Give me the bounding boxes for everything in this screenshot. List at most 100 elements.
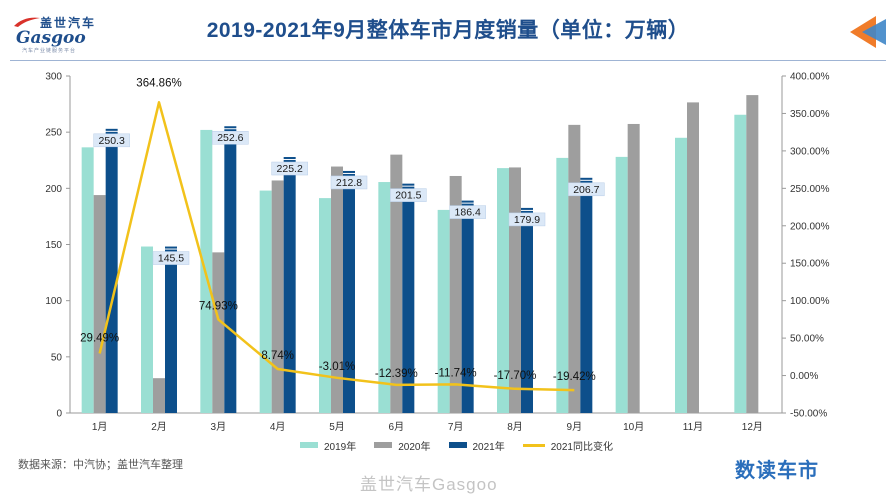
legend-item: 2021同比变化 xyxy=(522,438,613,453)
bar-2021-label-box xyxy=(390,188,427,202)
yoy-value-label: -3.01% xyxy=(319,361,355,373)
chart-legend: 2019年 2020年 2021年 2021同比变化 xyxy=(300,438,631,453)
legend-item: 2021年 xyxy=(448,438,505,453)
bar-2021年 xyxy=(402,186,415,413)
x-tick-label: 9月 xyxy=(567,421,583,433)
logo-en-text: Gasgoo xyxy=(16,28,86,48)
legend-swatch xyxy=(300,442,318,448)
y-right-tick-label: 0.00% xyxy=(790,371,818,382)
gasgoo-logo[interactable]: 盖世汽车 Gasgoo 汽车产业链服务平台 xyxy=(12,14,102,54)
y-right-tick-label: 300.00% xyxy=(790,146,830,157)
x-tick-label: 3月 xyxy=(211,421,227,433)
yoy-value-label: -19.42% xyxy=(553,371,596,383)
yoy-value-label: -11.74% xyxy=(435,367,477,379)
legend-label: 2019年 xyxy=(324,441,357,453)
yoy-value-label: 364.86% xyxy=(136,77,181,89)
bar-2019年 xyxy=(615,156,628,413)
bar-2021年 xyxy=(224,129,237,413)
header-divider xyxy=(10,60,886,61)
bar-2021年 xyxy=(580,180,593,413)
bar-2021-cap xyxy=(165,246,177,249)
x-tick-label: 1月 xyxy=(92,421,108,433)
bar-2019年 xyxy=(556,157,569,413)
y-right-tick-label: 400.00% xyxy=(790,72,830,83)
bar-2019年 xyxy=(319,198,331,413)
legend-swatch xyxy=(448,442,467,448)
bar-2019年 xyxy=(259,190,272,413)
bar-2021年 xyxy=(343,173,355,413)
logo-sub-text: 汽车产业链服务平台 xyxy=(22,48,77,54)
bar-2019年 xyxy=(81,147,94,413)
yoy-line xyxy=(98,101,575,392)
bar-2020年 xyxy=(93,195,106,413)
bar-2021-cap xyxy=(580,177,593,180)
bar-2021-value-label: 250.3 xyxy=(99,135,125,147)
yoy-value-label: 8.74% xyxy=(261,350,294,362)
bar-2021-cap xyxy=(402,183,415,186)
data-source: 数据来源：中汽协；盖世汽车整理 xyxy=(18,459,183,471)
y-left-tick-label: 0 xyxy=(56,409,62,420)
bar-2020年 xyxy=(449,175,462,413)
legend-label: 2020年 xyxy=(398,441,431,453)
back-arrow-icon[interactable] xyxy=(846,10,890,54)
y-right-tick-label: -50.00% xyxy=(790,409,827,420)
y-left-tick-label: 150 xyxy=(45,240,62,251)
x-tick-label: 6月 xyxy=(389,421,405,433)
bar-2021-label-box xyxy=(568,182,605,197)
watermark-text: 盖世汽车Gasgoo xyxy=(360,475,498,494)
bar-2021年 xyxy=(461,203,474,413)
page-title: 2019-2021年9月整体车市月度销量（单位：万辆） xyxy=(206,19,690,42)
logo-swoosh-icon xyxy=(14,17,40,27)
bar-2020年 xyxy=(271,180,284,413)
x-tick-label: 8月 xyxy=(507,421,523,433)
bar-2019年 xyxy=(378,182,391,413)
header: 盖世汽车 Gasgoo 汽车产业链服务平台 2019-2021年9月整体车市月度… xyxy=(0,0,896,64)
bar-2021-cap xyxy=(105,128,118,131)
x-tick-label: 4月 xyxy=(270,421,286,433)
y-right-tick-label: 50.00% xyxy=(790,334,824,345)
bar-2021-label-box xyxy=(271,161,308,176)
bar-2020年 xyxy=(509,167,521,413)
y-right-tick-label: 150.00% xyxy=(790,259,830,270)
bar-2021-value-label: 252.6 xyxy=(217,132,243,144)
bar-2021-value-label: 212.8 xyxy=(336,177,362,189)
x-tick-label: 5月 xyxy=(329,421,345,433)
bar-2020年 xyxy=(212,252,225,413)
bar-2020年 xyxy=(627,123,640,413)
bar-2021-value-label: 145.5 xyxy=(158,253,184,265)
bar-2019年 xyxy=(437,209,450,413)
y-right-tick-label: 250.00% xyxy=(790,184,830,195)
bar-2021-value-label: 186.4 xyxy=(455,207,481,219)
x-tick-label: 10月 xyxy=(623,421,644,433)
bar-2021-label-box xyxy=(330,175,368,190)
x-tick-label: 12月 xyxy=(742,421,763,433)
y-left-tick-label: 200 xyxy=(45,184,62,195)
legend-label: 2021同比变化 xyxy=(550,441,613,453)
x-tick-label: 2月 xyxy=(151,421,167,433)
sales-chart: 0 50 100 150 200 250 300 -50.00% 0.00% 50.00% 100.… xyxy=(45,72,830,434)
bar-2021年 xyxy=(165,249,177,413)
yoy-value-label: 74.93% xyxy=(199,300,238,312)
bar-2020年 xyxy=(390,154,403,413)
bar-2021-label-box xyxy=(212,130,249,145)
y-left-tick-label: 250 xyxy=(45,128,62,139)
legend-item: 2019年 xyxy=(300,438,356,453)
bar-2021年 xyxy=(105,131,118,414)
legend-item: 2020年 xyxy=(374,438,431,453)
bar-2021-cap xyxy=(461,200,474,203)
x-tick-label: 11月 xyxy=(683,421,703,433)
bar-2019年 xyxy=(675,137,687,413)
bar-2019年 xyxy=(734,114,747,413)
bar-2021-cap xyxy=(343,170,355,173)
y-left-tick-label: 300 xyxy=(45,72,62,83)
bar-2021-value-label: 225.2 xyxy=(277,163,303,175)
bar-2021-label-box xyxy=(508,212,546,227)
bar-2020年 xyxy=(687,102,699,414)
bar-2020年 xyxy=(331,166,343,413)
bar-2021-value-label: 201.5 xyxy=(395,190,421,202)
legend-label: 2021年 xyxy=(472,441,505,453)
bar-2021-value-label: 206.7 xyxy=(573,184,599,196)
bar-2021-label-box xyxy=(93,133,130,148)
bar-2019年 xyxy=(497,168,509,413)
bar-2020年 xyxy=(153,378,165,413)
